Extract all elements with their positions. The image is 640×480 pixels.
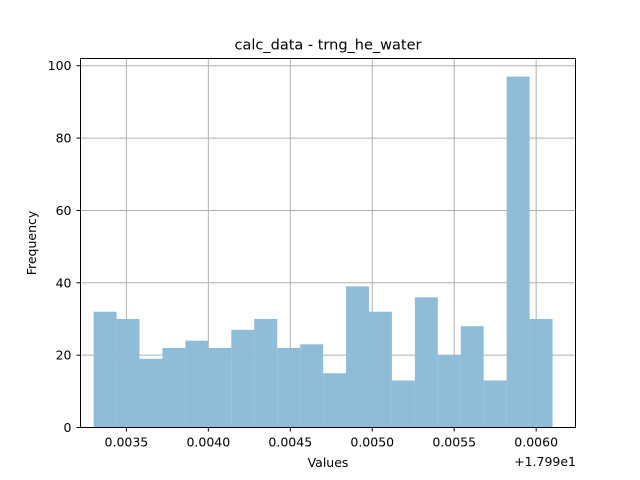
y-tick-label: 80 <box>56 131 72 146</box>
histogram-bar <box>93 311 117 428</box>
histogram-bar <box>483 380 507 428</box>
x-axis-ticks: 0.0035 0.0040 0.0045 0.0050 0.0055 0.0060 <box>105 427 558 450</box>
histogram-bar <box>391 380 415 428</box>
histogram-bar <box>529 318 553 428</box>
histogram-bar <box>323 373 347 428</box>
x-tick-label: 0.0055 <box>432 435 476 450</box>
histogram-bars <box>93 76 553 428</box>
y-tick-label: 0 <box>64 420 72 435</box>
histogram-bar <box>506 76 530 428</box>
histogram-bar <box>208 347 232 428</box>
y-axis-label: Frequency <box>24 210 39 275</box>
x-tick-label: 0.0040 <box>186 435 230 450</box>
histogram-bar <box>437 355 461 428</box>
y-tick-label: 100 <box>48 58 72 73</box>
plot-frame <box>80 58 576 428</box>
histogram-bar <box>185 340 209 428</box>
y-tick-label: 60 <box>56 203 72 218</box>
x-axis-label: Values <box>308 455 349 470</box>
x-tick-label: 0.0060 <box>514 435 558 450</box>
histogram-bar <box>414 297 438 428</box>
x-axis-offset-label: +1.799e1 <box>514 454 576 469</box>
histogram-bar <box>254 318 278 428</box>
y-tick-label: 40 <box>56 275 72 290</box>
y-axis-ticks: 0 20 40 60 80 100 <box>48 58 81 435</box>
histogram-bar <box>162 347 186 428</box>
histogram-bar <box>368 311 392 428</box>
histogram-bar <box>277 347 301 428</box>
x-tick-label: 0.0045 <box>268 435 312 450</box>
y-tick-label: 20 <box>56 348 72 363</box>
histogram-bar <box>116 318 140 428</box>
chart-title: calc_data - trng_he_water <box>235 38 422 54</box>
x-tick-label: 0.0035 <box>105 435 149 450</box>
histogram-bar <box>346 286 369 428</box>
x-tick-label: 0.0050 <box>350 435 394 450</box>
histogram-bar <box>139 358 163 428</box>
histogram-bar <box>300 344 324 428</box>
histogram-bar <box>460 326 484 428</box>
histogram-bar <box>231 329 255 428</box>
